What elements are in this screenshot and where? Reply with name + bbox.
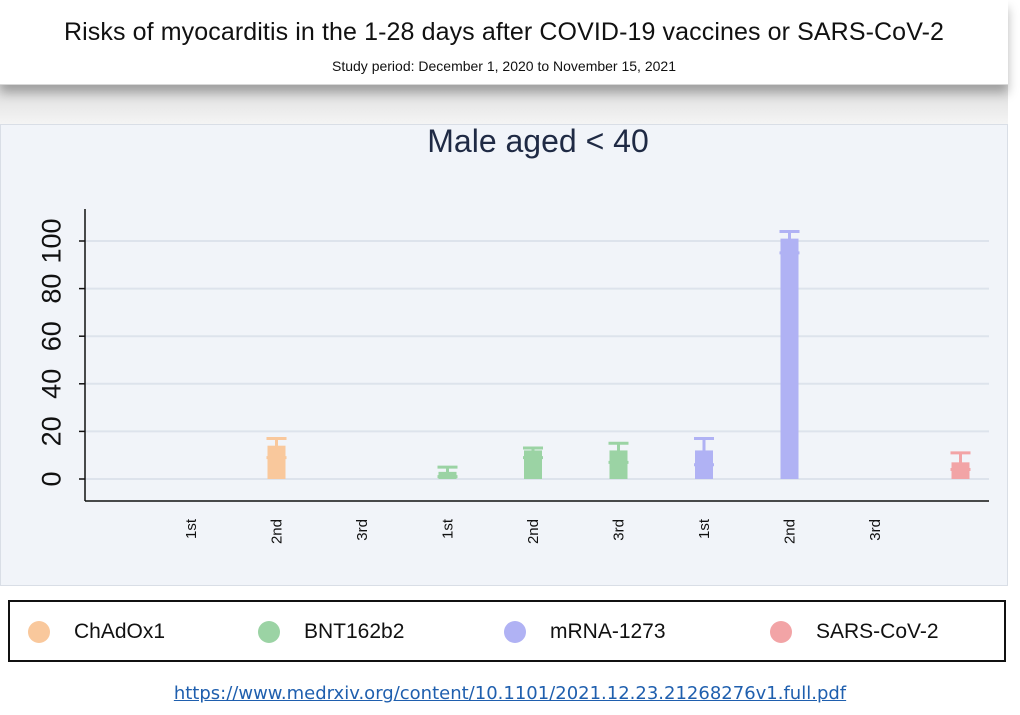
y-tick-label-0: 0 xyxy=(36,471,66,486)
header: Risks of myocarditis in the 1-28 days af… xyxy=(0,0,1008,85)
legend-label-chadox1: ChAdOx1 xyxy=(74,620,166,643)
chart-title: Male aged < 40 xyxy=(427,125,649,159)
page-title: Risks of myocarditis in the 1-28 days af… xyxy=(63,18,945,46)
x-tick-label-1: 2nd xyxy=(269,519,286,544)
page-subtitle: Study period: December 1, 2020 to Novemb… xyxy=(332,58,676,74)
legend-swatch-mrna1273 xyxy=(504,621,526,643)
legend-item-chadox1: ChAdOx1 xyxy=(28,620,165,644)
x-tick-label-2: 3rd xyxy=(354,519,371,541)
legend-label-bnt162b2: BNT162b2 xyxy=(304,620,405,643)
chart-panel: Male aged < 40 0 20 40 60 80 100 1st 2nd 3rd 1st 2n… xyxy=(0,124,1008,586)
myocarditis-bar-chart: Male aged < 40 0 20 40 60 80 100 1st 2nd 3rd 1st 2n… xyxy=(36,125,989,544)
x-tick-label-8: 3rd xyxy=(867,519,884,541)
x-tick-label-3: 1st xyxy=(440,518,457,539)
y-tick-label-80: 80 xyxy=(36,274,66,304)
legend-swatch-chadox1 xyxy=(28,621,50,643)
y-tick-label-20: 20 xyxy=(36,416,66,446)
legend-label-mrna1273: mRNA-1273 xyxy=(550,620,666,643)
x-tick-label-7: 2nd xyxy=(782,519,799,544)
legend-swatch-bnt162b2 xyxy=(258,621,280,643)
x-tick-label-6: 1st xyxy=(696,518,713,539)
y-tick-label-100: 100 xyxy=(36,218,66,263)
y-tick-label-40: 40 xyxy=(36,369,66,399)
legend-swatch-sarscov2 xyxy=(770,621,792,643)
x-tick-label-5: 3rd xyxy=(611,519,628,541)
source-link[interactable]: https://www.medrxiv.org/content/10.1101/… xyxy=(173,683,847,704)
legend-item-mrna1273: mRNA-1273 xyxy=(504,620,666,644)
x-tick-label-0: 1st xyxy=(183,518,200,539)
y-tick-label-60: 60 xyxy=(36,321,66,351)
chart-legend: ChAdOx1 BNT162b2 mRNA-1273 SARS-CoV-2 xyxy=(8,600,1006,662)
x-tick-label-4: 2nd xyxy=(525,519,542,544)
bar-1 xyxy=(267,445,286,479)
legend-item-sarscov2: SARS-CoV-2 xyxy=(770,620,939,644)
bar-7 xyxy=(780,238,799,479)
legend-label-sarscov2: SARS-CoV-2 xyxy=(816,620,939,643)
bar-5 xyxy=(609,450,628,479)
header-shadow xyxy=(0,84,1008,124)
legend-item-bnt162b2: BNT162b2 xyxy=(258,620,404,644)
